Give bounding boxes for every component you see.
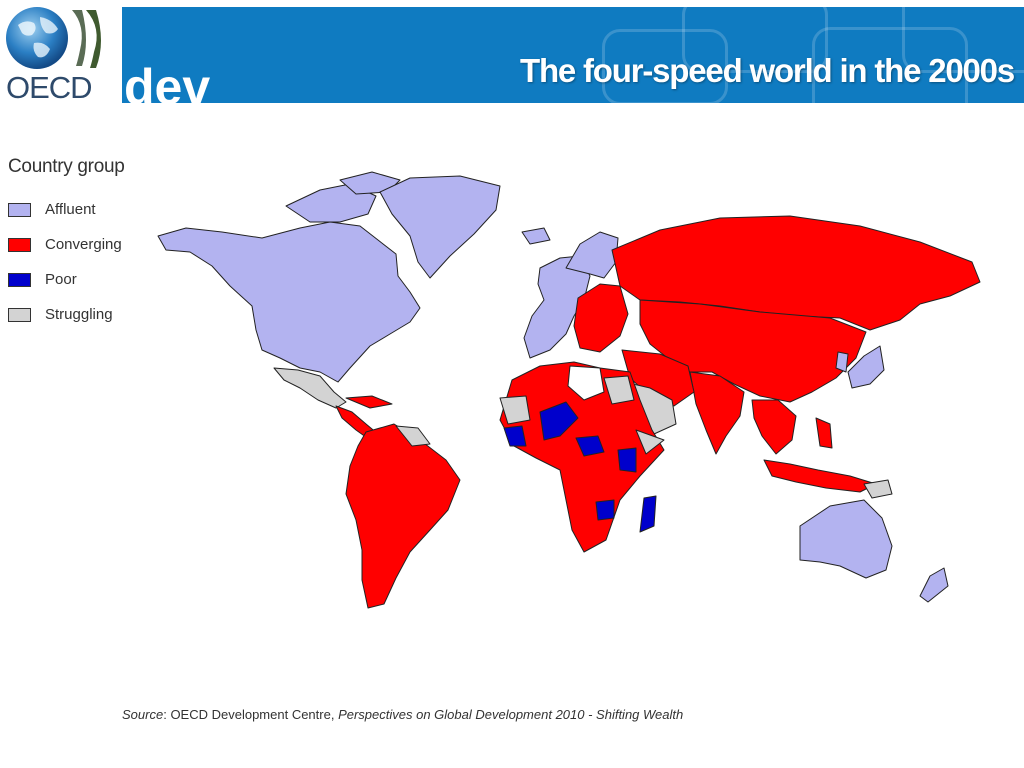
legend-item-poor: Poor [8,262,158,297]
region-greenland [379,175,501,279]
region-horn-africa [635,429,665,455]
region-north-america [157,221,421,383]
title-banner [122,7,1024,103]
legend-label: Affluent [45,201,96,218]
source-org: OECD Development Centre, [170,707,339,722]
region-south-america [345,423,461,609]
region-south-africa-poor [595,499,615,521]
source-separator: : [163,707,171,722]
region-australia [799,499,893,579]
source-note: Source: OECD Development Centre, Perspec… [122,706,722,723]
legend-item-affluent: Affluent [8,192,158,227]
region-central-asia-china [639,299,867,403]
region-egypt [603,375,635,405]
legend-swatch [8,272,31,287]
region-southeast-asia [751,399,797,455]
region-central-africa-poor [575,435,605,457]
region-papua [863,479,893,499]
legend-label: Poor [45,271,77,288]
region-west-africa-struggling [499,395,531,425]
region-libya-egypt [567,365,605,401]
region-caribbean [345,395,393,409]
region-iceland [521,227,551,245]
region-japan [847,345,885,389]
legend-label: Converging [45,236,122,253]
source-publication: Perspectives on Global Development 2010 … [338,707,684,722]
region-guianas [395,425,431,447]
dev-logo-text: dev [124,62,211,104]
legend-swatch [8,202,31,217]
legend-swatch [8,237,31,252]
region-madagascar [639,495,657,533]
region-new-zealand [919,567,949,603]
region-eastern-europe [573,283,629,353]
oecd-bars-icon [72,10,101,68]
header: OECD dev The four-speed world in the 200… [0,0,1024,105]
map-legend: Country group Affluent Converging Poor S… [8,156,158,332]
source-prefix: Source [122,707,164,722]
legend-swatch [8,307,31,322]
oecd-globe-icon [6,7,68,69]
region-arctic-islands [285,183,377,223]
region-philippines [815,417,833,449]
world-map [157,171,981,609]
legend-item-struggling: Struggling [8,297,158,332]
legend-label: Struggling [45,306,113,323]
region-korea [835,351,849,373]
region-sahel-poor [539,401,579,441]
legend-item-converging: Converging [8,227,158,262]
region-west-africa-poor [503,425,527,447]
region-india [689,371,745,455]
page-title: The four-speed world in the 2000s [519,52,1015,89]
region-indonesia [763,459,877,493]
legend-title: Country group [8,156,125,177]
region-east-africa-poor [617,447,637,473]
oecd-logo-text: OECD [6,70,93,105]
region-mexico [273,367,347,409]
